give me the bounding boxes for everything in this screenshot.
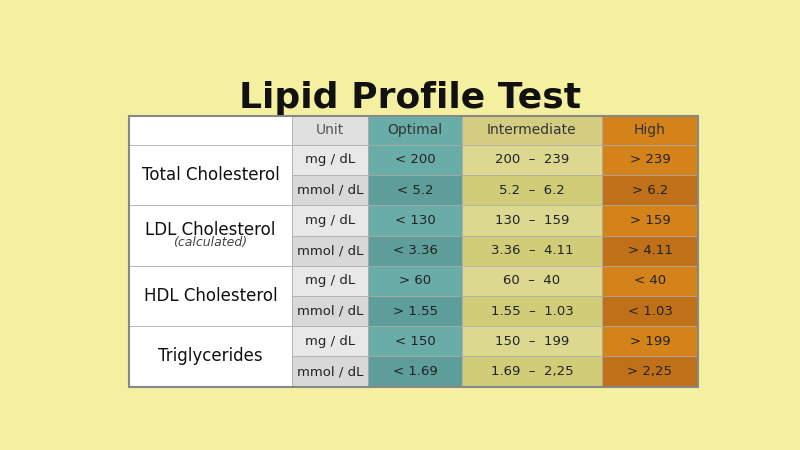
Bar	[602, 296, 698, 326]
Text: 150  –  199: 150 – 199	[494, 335, 569, 348]
Bar	[291, 356, 368, 387]
Text: Lipid Profile Test: Lipid Profile Test	[239, 81, 581, 115]
Bar	[291, 145, 368, 175]
Text: < 5.2: < 5.2	[397, 184, 434, 197]
Text: Triglycerides: Triglycerides	[158, 347, 263, 365]
Bar	[291, 326, 368, 356]
Text: > 1.55: > 1.55	[393, 305, 438, 318]
Text: mg / dL: mg / dL	[305, 153, 355, 166]
Text: LDL Cholesterol: LDL Cholesterol	[146, 221, 276, 239]
Bar	[368, 175, 462, 205]
Bar	[462, 296, 602, 326]
Bar	[602, 326, 698, 356]
Text: 5.2  –  6.2: 5.2 – 6.2	[499, 184, 565, 197]
Bar	[368, 296, 462, 326]
Text: 130  –  159: 130 – 159	[494, 214, 569, 227]
Text: mmol / dL: mmol / dL	[297, 184, 363, 197]
Bar	[130, 326, 291, 387]
Bar	[368, 145, 462, 175]
Bar	[291, 116, 368, 145]
Bar	[291, 175, 368, 205]
Text: mmol / dL: mmol / dL	[297, 365, 363, 378]
Bar	[130, 145, 291, 205]
Text: mg / dL: mg / dL	[305, 214, 355, 227]
Bar	[462, 116, 602, 145]
Text: 200  –  239: 200 – 239	[494, 153, 569, 166]
Text: > 199: > 199	[630, 335, 670, 348]
Text: HDL Cholesterol: HDL Cholesterol	[144, 287, 278, 305]
Text: 1.69  –  2,25: 1.69 – 2,25	[490, 365, 574, 378]
Bar	[462, 266, 602, 296]
Bar	[291, 296, 368, 326]
Bar	[368, 266, 462, 296]
Text: > 159: > 159	[630, 214, 670, 227]
Text: < 130: < 130	[395, 214, 436, 227]
Bar	[368, 116, 462, 145]
Bar	[291, 235, 368, 266]
Bar	[130, 116, 291, 145]
Text: mg / dL: mg / dL	[305, 274, 355, 288]
Bar	[602, 145, 698, 175]
Bar	[130, 266, 291, 326]
Text: mmol / dL: mmol / dL	[297, 305, 363, 318]
Bar	[602, 116, 698, 145]
Text: > 239: > 239	[630, 153, 670, 166]
Text: High: High	[634, 123, 666, 137]
Text: Intermediate: Intermediate	[487, 123, 577, 137]
Text: mmol / dL: mmol / dL	[297, 244, 363, 257]
Text: Optimal: Optimal	[388, 123, 443, 137]
Bar	[368, 356, 462, 387]
Text: mg / dL: mg / dL	[305, 335, 355, 348]
Text: Unit: Unit	[316, 123, 344, 137]
Text: < 1.03: < 1.03	[627, 305, 672, 318]
Text: > 4.11: > 4.11	[627, 244, 672, 257]
Text: 3.36  –  4.11: 3.36 – 4.11	[490, 244, 574, 257]
Bar	[462, 326, 602, 356]
Text: > 60: > 60	[399, 274, 431, 288]
Text: < 150: < 150	[395, 335, 436, 348]
Text: (calculated): (calculated)	[174, 236, 247, 249]
Bar	[130, 116, 698, 387]
Bar	[462, 205, 602, 235]
Bar	[368, 205, 462, 235]
Text: < 3.36: < 3.36	[393, 244, 438, 257]
Bar	[462, 356, 602, 387]
Bar	[462, 145, 602, 175]
Bar	[602, 205, 698, 235]
Text: < 200: < 200	[395, 153, 436, 166]
Text: 1.55  –  1.03: 1.55 – 1.03	[490, 305, 574, 318]
Bar	[602, 266, 698, 296]
Bar	[130, 205, 291, 266]
Bar	[368, 326, 462, 356]
Bar	[602, 235, 698, 266]
Bar	[462, 235, 602, 266]
Text: 60  –  40: 60 – 40	[503, 274, 561, 288]
Text: > 2,25: > 2,25	[627, 365, 673, 378]
Bar	[602, 356, 698, 387]
Bar	[368, 235, 462, 266]
Text: Total Cholesterol: Total Cholesterol	[142, 166, 279, 184]
Text: < 40: < 40	[634, 274, 666, 288]
Bar	[291, 205, 368, 235]
Bar	[462, 175, 602, 205]
Bar	[602, 175, 698, 205]
Bar	[291, 266, 368, 296]
Text: < 1.69: < 1.69	[393, 365, 438, 378]
Text: > 6.2: > 6.2	[632, 184, 668, 197]
